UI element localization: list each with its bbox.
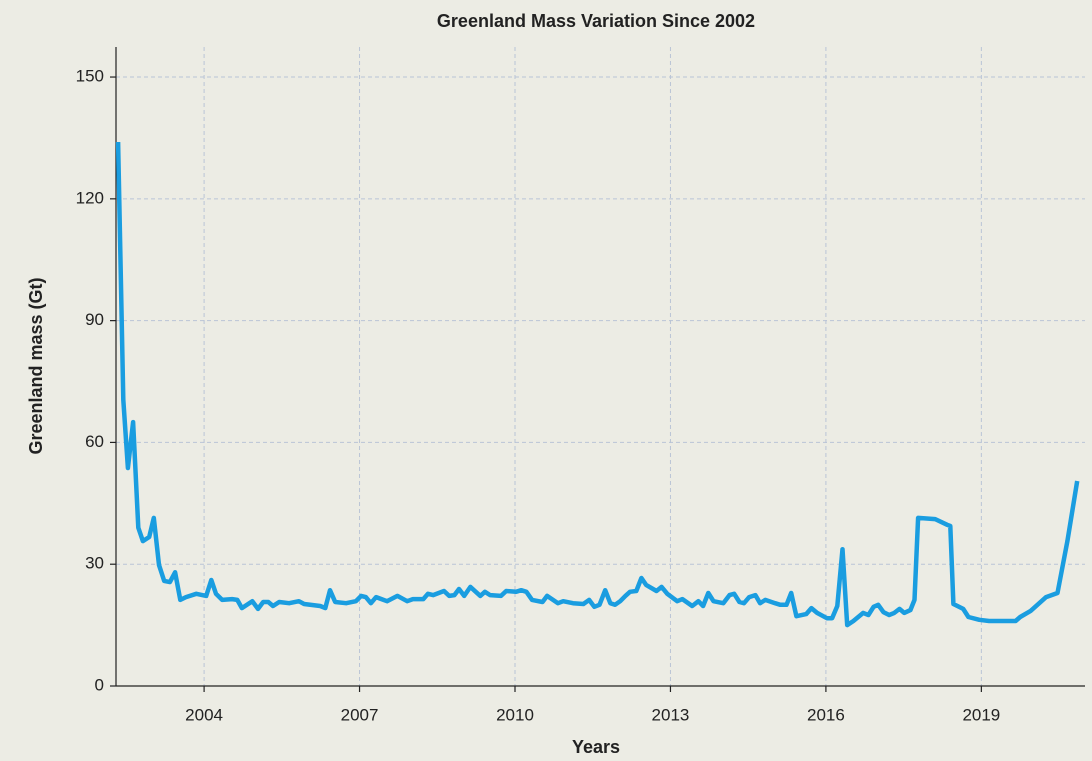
x-tick-label: 2010 xyxy=(496,705,534,724)
y-tick-label: 60 xyxy=(85,432,104,451)
y-tick-label: 90 xyxy=(85,310,104,329)
data-line xyxy=(115,141,1080,628)
chart-title: Greenland Mass Variation Since 2002 xyxy=(437,11,755,31)
x-tick-label: 2016 xyxy=(807,705,845,724)
y-tick-label: 0 xyxy=(95,675,104,694)
y-tick-label: 150 xyxy=(76,67,104,86)
y-tick-label: 120 xyxy=(76,188,104,207)
x-axis-label: Years xyxy=(572,737,620,757)
y-tick-label: 30 xyxy=(85,554,104,573)
x-tick-label: 2004 xyxy=(185,705,223,724)
y-axis-label: Greenland mass (Gt) xyxy=(26,277,46,454)
x-tick-label: 2007 xyxy=(341,705,379,724)
x-tick-label: 2013 xyxy=(652,705,690,724)
x-tick-label: 2019 xyxy=(962,705,1000,724)
